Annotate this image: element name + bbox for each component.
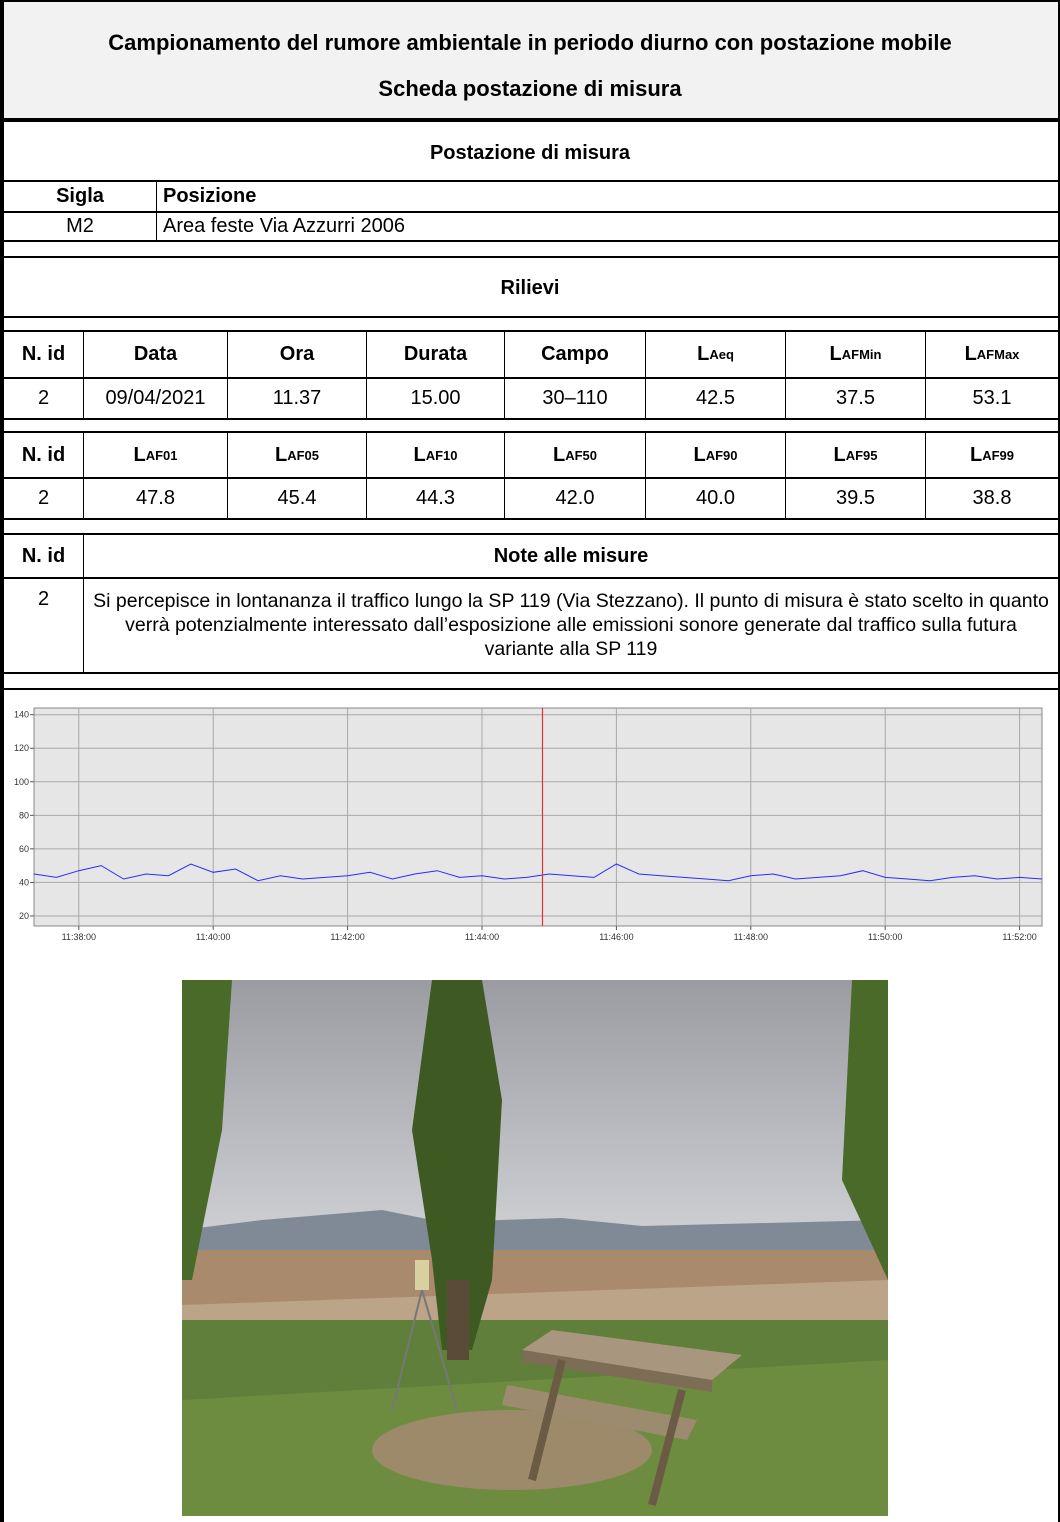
symbol: L [413,444,425,467]
subscript: AF10 [426,448,458,463]
table-cell: 37.5 [786,378,926,418]
header-cell: Note alle misure [84,535,1058,578]
symbol: L [133,444,145,467]
header-cell: N. id [4,433,84,478]
symbol: L [275,444,287,467]
y-tick-label: 60 [19,844,29,854]
photo [182,980,888,1516]
table-cell: 15.00 [367,378,505,418]
header-cell: Sigla [4,182,157,211]
rule [0,118,1060,122]
subscript: AF01 [146,448,178,463]
section-heading: Rilievi [0,260,1060,316]
table-cell: M2 [4,212,157,240]
chart: 20 40 60 80 100 120 140 11:38:00 11:40:00 11:42:0… [4,690,1060,952]
table-cell: 47.8 [84,478,228,518]
symbol: L [965,343,977,366]
x-tick-label: 11:40:00 [196,932,230,942]
y-tick-label: 20 [19,911,29,921]
x-tick-label: 11:52:00 [1002,932,1036,942]
symbol: L [833,444,845,467]
header-cell: N. id [4,535,84,578]
symbol: L [553,444,565,467]
table-cell: 30–110 [505,378,646,418]
subscript: AF99 [982,448,1014,463]
rule [0,418,1060,420]
subscript: AFMax [977,347,1020,362]
plot-area [34,708,1042,926]
header-cell: N. id [4,332,84,377]
y-tick-label: 80 [19,810,29,820]
rule [0,672,1060,674]
x-tick-label: 11:44:00 [465,932,499,942]
table-cell: 44.3 [367,478,505,518]
table-cell: 2 [4,478,84,518]
table-cell: 40.0 [646,478,786,518]
subscript: AF95 [846,448,878,463]
table-cell: 42.5 [646,378,786,418]
table-cell: Si percepisce in lontananza il traffico … [84,578,1058,672]
subscript: AFMin [842,347,882,362]
x-tick-label: 11:42:00 [330,932,364,942]
symbol: L [830,343,842,366]
x-tick-label: 11:50:00 [868,932,902,942]
header-cell: Posizione [157,182,1058,211]
table-cell: Area feste Via Azzurri 2006 [157,212,1058,240]
section-heading: Postazione di misura [0,126,1060,180]
header-cell: Data [84,332,228,377]
header-cell: Durata [367,332,505,377]
subscript: Aeq [709,347,734,362]
table-cell: 53.1 [926,378,1058,418]
y-tick-label: 40 [19,877,29,887]
symbol: L [697,343,709,366]
y-tick-label: 120 [14,743,29,753]
y-tick-label: 140 [14,710,29,720]
table-cell: 2 [4,578,84,672]
x-tick-label: 11:48:00 [734,932,768,942]
table-cell: 09/04/2021 [84,378,228,418]
subtitle: Scheda postazione di misura [0,76,1060,102]
symbol: L [970,444,982,467]
x-tick-label: 11:38:00 [62,932,96,942]
subscript: AF05 [287,448,319,463]
symbol: L [693,444,705,467]
table-cell: 42.0 [505,478,646,518]
table-cell: 38.8 [926,478,1058,518]
table-cell: 11.37 [228,378,367,418]
rule [0,240,1060,242]
rule [0,256,1060,258]
title: Campionamento del rumore ambientale in p… [0,30,1060,56]
table-cell: 2 [4,378,84,418]
header-cell: LAeq [646,332,786,377]
y-tick-label: 100 [14,777,29,787]
subscript: AF90 [706,448,738,463]
table-cell: 39.5 [786,478,926,518]
table-cell: 45.4 [228,478,367,518]
rule [0,518,1060,520]
rule [0,316,1060,318]
x-tick-label: 11:46:00 [599,932,633,942]
header-cell: Ora [228,332,367,377]
page: {"header":{"title":"Campionamento del ru… [0,0,1060,1522]
subscript: AF50 [565,448,597,463]
header-cell: Campo [505,332,646,377]
